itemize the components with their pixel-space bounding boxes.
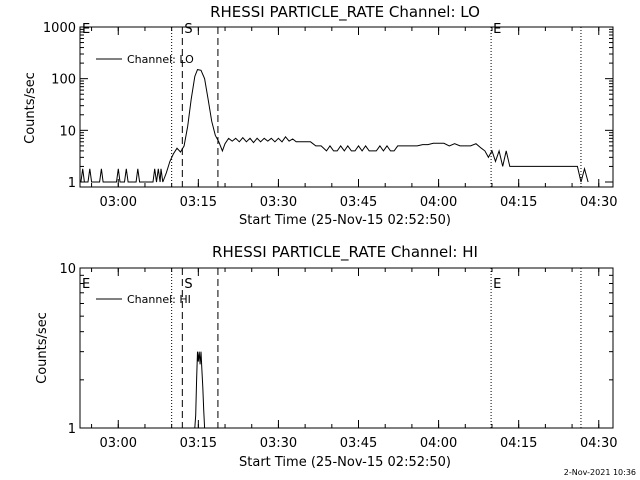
y-axis-label: Counts/sec bbox=[23, 72, 38, 144]
x-tick-label: 04:15 bbox=[500, 436, 537, 451]
series-line bbox=[80, 69, 589, 183]
x-tick-label: 04:00 bbox=[420, 436, 457, 451]
x-tick-label: 04:00 bbox=[420, 195, 457, 210]
event-marker-label: E bbox=[82, 22, 90, 37]
x-axis-label: Start Time (25-Nov-15 02:52:50) bbox=[239, 455, 451, 470]
x-tick-label: 04:30 bbox=[580, 436, 617, 451]
x-tick-label: 04:15 bbox=[500, 195, 537, 210]
x-tick-label: 03:15 bbox=[180, 436, 217, 451]
footer-timestamp: 2-Nov-2021 10:36 bbox=[564, 468, 636, 477]
chart-title: RHESSI PARTICLE_RATE Channel: HI bbox=[212, 243, 478, 262]
event-marker-label: E bbox=[493, 22, 501, 37]
y-tick-label: 1 bbox=[68, 176, 76, 191]
x-tick-label: 03:45 bbox=[340, 436, 377, 451]
legend-label: Channel: HI bbox=[127, 293, 191, 306]
event-marker-label: S bbox=[184, 22, 192, 37]
y-tick-label: 1 bbox=[68, 422, 76, 437]
chart-panel-hi: RHESSI PARTICLE_RATE Channel: HI Start T… bbox=[35, 243, 617, 470]
event-marker-label: E bbox=[82, 277, 90, 292]
legend-label: Channel: LO bbox=[127, 53, 194, 66]
x-tick-label: 04:30 bbox=[580, 195, 617, 210]
plot-frame bbox=[79, 26, 614, 188]
event-marker-label: E bbox=[493, 277, 501, 292]
event-marker-label: S bbox=[184, 277, 192, 292]
x-tick-label: 03:30 bbox=[260, 195, 297, 210]
series-line bbox=[194, 351, 206, 429]
x-axis-label: Start Time (25-Nov-15 02:52:50) bbox=[239, 213, 451, 228]
x-tick-label: 03:00 bbox=[100, 436, 137, 451]
x-tick-label: 03:45 bbox=[340, 195, 377, 210]
x-tick-label: 03:00 bbox=[100, 195, 137, 210]
y-axis-label: Counts/sec bbox=[35, 312, 50, 384]
x-tick-label: 03:30 bbox=[260, 436, 297, 451]
plot-frame bbox=[79, 267, 614, 429]
y-tick-label: 10 bbox=[59, 262, 76, 277]
chart-panel-lo: RHESSI PARTICLE_RATE Channel: LO Start T… bbox=[23, 3, 617, 228]
y-tick-label: 10 bbox=[59, 124, 76, 139]
y-tick-label: 1000 bbox=[43, 21, 76, 36]
chart-title: RHESSI PARTICLE_RATE Channel: LO bbox=[210, 3, 480, 22]
x-tick-label: 03:15 bbox=[180, 195, 217, 210]
y-tick-label: 100 bbox=[51, 73, 76, 88]
